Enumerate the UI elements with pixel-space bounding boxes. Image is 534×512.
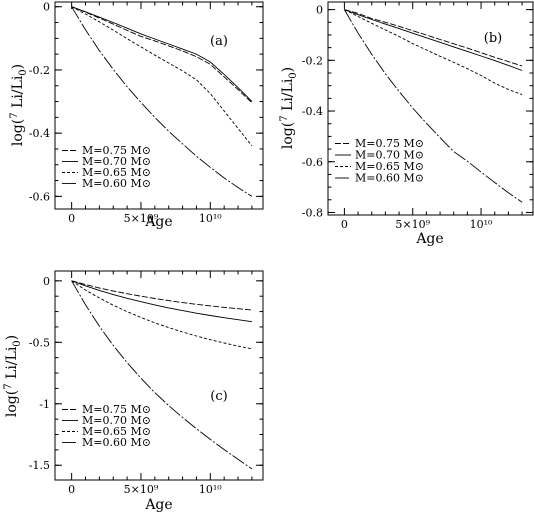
series-line-2 — [71, 280, 252, 323]
legend-label: M=0.75 M⊙ — [355, 137, 424, 150]
y-tick-label: 0 — [43, 275, 50, 288]
y-tick-label: 0 — [316, 4, 323, 17]
x-tick-label: 5×10⁹ — [124, 483, 159, 496]
y-axis-label: log(7 Li/Li0) — [3, 335, 23, 417]
legend-label: M=0.75 M⊙ — [82, 144, 151, 157]
series-line-3 — [71, 6, 253, 147]
y-tick-label: -0.2 — [302, 54, 323, 67]
panel-label: (c) — [210, 389, 227, 404]
series-line-4 — [344, 9, 523, 203]
x-axis-label: Age — [144, 214, 172, 230]
series-line-1 — [344, 9, 523, 67]
y-tick-label: -0.8 — [302, 206, 323, 219]
y-tick-label: -0.4 — [29, 127, 50, 140]
series-line-1 — [71, 280, 252, 311]
x-axis-label: Age — [415, 231, 443, 247]
panel-c: 0 -0.5 -1 -1.5 0 5×10⁹ 10¹⁰ Age log(7 Li/Li0) (c)… — [3, 270, 264, 512]
y-tick-label: -1.5 — [29, 459, 50, 472]
y-tick-label: -0.6 — [302, 156, 323, 169]
panel-a: 0 -0.2 -0.4 -0.6 0 5×10⁹ 10¹⁰ Age log(7 Li/Li0) (… — [9, 1, 264, 230]
plot-frame — [54, 1, 264, 210]
y-axis-label: log(7 Li/Li0) — [279, 67, 299, 149]
x-tick-label: 0 — [68, 483, 75, 496]
y-tick-label: -0.6 — [29, 190, 50, 203]
x-tick-label: 5×10⁹ — [124, 212, 159, 225]
x-tick-label: 0 — [341, 218, 348, 231]
y-tick-label: -0.5 — [29, 336, 50, 349]
legend-label: M=0.70 M⊙ — [82, 414, 151, 427]
series-line-1 — [71, 6, 253, 104]
plot-frame — [327, 1, 534, 216]
legend-label: M=0.70 M⊙ — [82, 155, 151, 168]
series-line-2 — [71, 6, 253, 102]
x-tick-label: 10¹⁰ — [470, 218, 493, 231]
legend-label: M=0.60 M⊙ — [355, 172, 424, 185]
panel-label: (b) — [484, 31, 502, 46]
panel-label: (a) — [210, 34, 228, 49]
x-tick-label: 5×10⁹ — [395, 218, 430, 231]
x-axis-label: Age — [144, 497, 172, 512]
y-tick-label: 0 — [43, 1, 50, 14]
series-line-3 — [344, 9, 523, 96]
series-line-3 — [71, 280, 252, 350]
y-tick-label: -0.4 — [302, 105, 323, 118]
legend-label: M=0.65 M⊙ — [355, 160, 424, 173]
legend-label: M=0.65 M⊙ — [82, 166, 151, 179]
series-line-4 — [71, 6, 253, 197]
x-tick-label: 10¹⁰ — [199, 483, 222, 496]
panel-b: 0 -0.2 -0.4 -0.6 -0.8 0 5×10⁹ 10¹⁰ Age log(7 Li/L… — [279, 1, 534, 247]
x-tick-label: 10¹⁰ — [199, 212, 222, 225]
legend-label: M=0.60 M⊙ — [82, 177, 151, 190]
legend-label: M=0.60 M⊙ — [82, 436, 151, 449]
y-axis-label: log(7 Li/Li0) — [9, 64, 29, 146]
y-tick-label: -0.2 — [29, 64, 50, 77]
legend-label: M=0.70 M⊙ — [355, 149, 424, 162]
series-line-4 — [71, 280, 253, 470]
series-line-2 — [344, 9, 523, 71]
plot-frame — [54, 270, 264, 481]
x-tick-label: 0 — [68, 212, 75, 225]
legend-label: M=0.65 M⊙ — [82, 425, 151, 438]
legend-label: M=0.75 M⊙ — [82, 403, 151, 416]
y-tick-label: -1 — [39, 398, 50, 411]
